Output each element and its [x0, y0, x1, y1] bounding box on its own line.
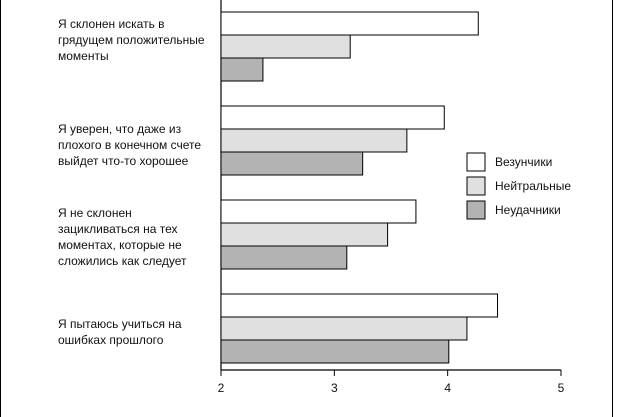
bar-3-3	[220, 245, 348, 270]
legend-label-1: Везунчики	[495, 155, 552, 169]
category-label-4: Я пытаюсь учиться на ошибках прошлого	[58, 316, 218, 348]
legend-swatch-1	[466, 152, 486, 172]
category-label-line: Я не склонен	[58, 206, 132, 220]
category-label-3: Я не склонен зацикливаться на тех моментах…	[58, 205, 218, 269]
bar-2-2	[220, 128, 408, 153]
bar-1-4	[220, 293, 499, 318]
x-tick-label: 2	[218, 381, 225, 395]
category-label-line: ошибках прошлого	[58, 333, 164, 347]
category-label-2: Я уверен, что даже из плохого в конечном …	[58, 121, 218, 169]
legend-label-2: Нейтральные	[495, 179, 571, 193]
x-tick-label: 3	[331, 381, 338, 395]
x-tick-label: 5	[558, 381, 565, 395]
category-label-line: выйдет что-то хорошее	[58, 154, 189, 168]
category-label-line: моментах, которые не	[58, 238, 182, 252]
category-label-line: Я пытаюсь учиться на	[58, 317, 182, 331]
bar-2-4	[220, 316, 468, 341]
legend-swatch-2	[466, 176, 486, 196]
legend-label-3: Неудачники	[495, 203, 561, 217]
category-label-line: сложились как следует	[58, 254, 187, 268]
x-tick-label: 4	[444, 381, 451, 395]
bar-1-2	[220, 105, 445, 130]
category-label-line: Я склонен искать в	[58, 17, 165, 31]
bar-3-2	[220, 151, 364, 176]
category-label-line: грядущем положительные	[58, 33, 205, 47]
bar-1-3	[220, 199, 417, 224]
bar-3-1	[220, 57, 264, 82]
category-label-line: зацикливаться на тех	[58, 222, 178, 236]
bar-3-4	[220, 339, 450, 364]
bar-2-1	[220, 34, 351, 59]
category-label-1: Я склонен искать в грядущем положительные…	[58, 16, 218, 64]
category-label-line: моменты	[58, 49, 109, 63]
bar-2-3	[220, 222, 389, 247]
category-label-line: плохого в конечном счете	[58, 138, 202, 152]
bar-1-1	[220, 11, 479, 36]
legend-swatch-3	[466, 200, 486, 220]
category-label-line: Я уверен, что даже из	[58, 122, 182, 136]
